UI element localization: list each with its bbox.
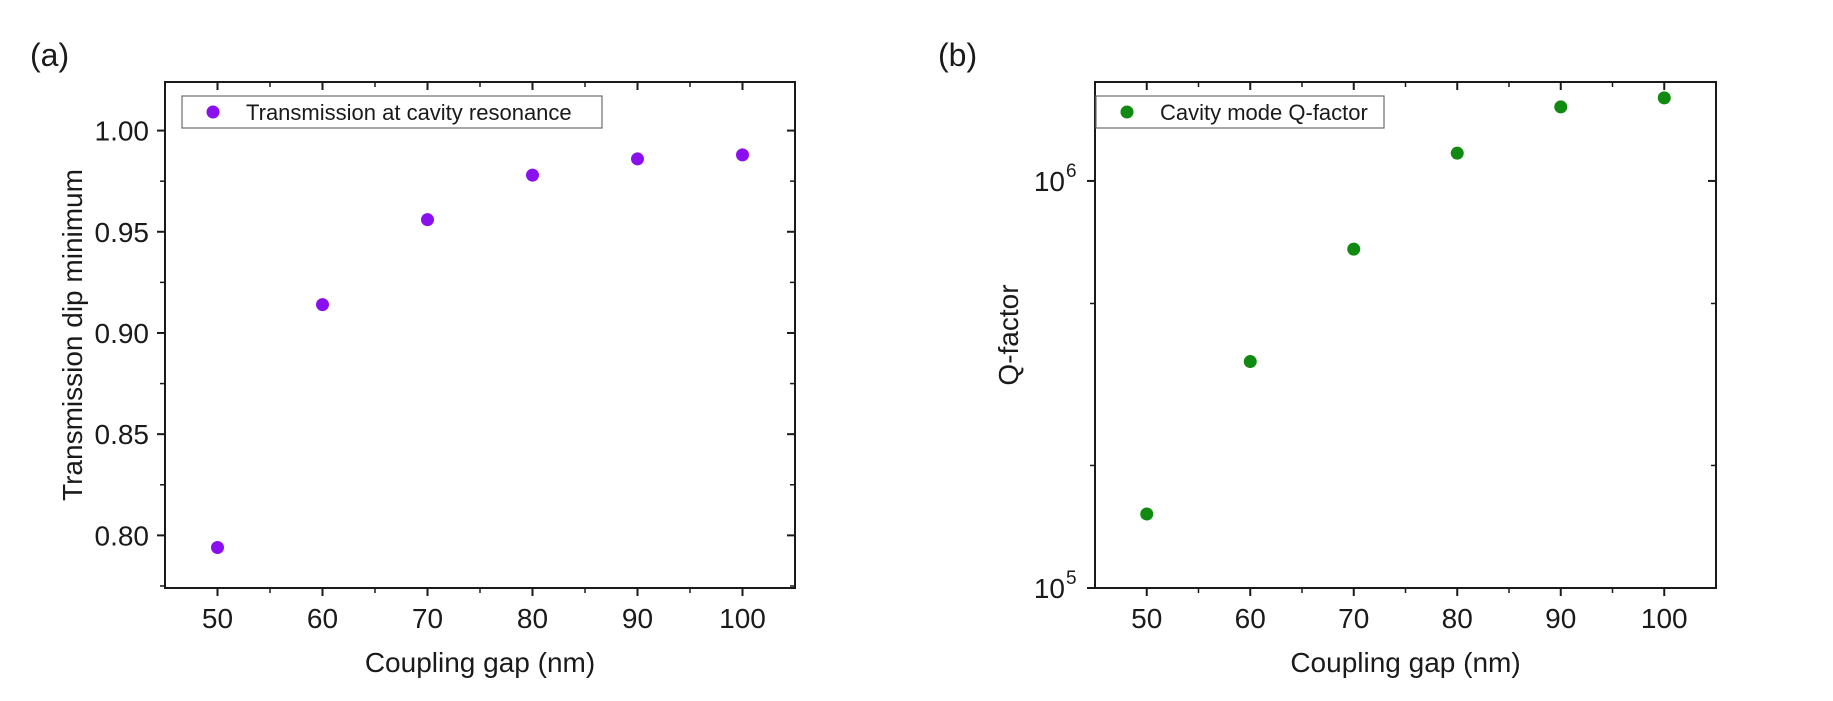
x-tick-label: 90 [622, 603, 653, 634]
x-tick-label: 70 [1338, 603, 1369, 634]
data-point [1450, 146, 1464, 160]
panel-label: (a) [30, 37, 69, 73]
y-tick-label: 0.90 [95, 318, 150, 349]
data-point [421, 213, 434, 227]
x-axis-title: Coupling gap (nm) [1290, 647, 1520, 678]
y-tick-label: 1.00 [95, 116, 150, 147]
data-point [211, 541, 224, 555]
y-tick-label: 0.80 [95, 520, 150, 551]
panel-a: (a) 50 60 70 80 90 100 0.80 0.85 0.90 0.95 1.00 Coup… [30, 37, 796, 678]
data-point [316, 298, 329, 312]
y-tick-label: 0.85 [95, 419, 150, 450]
x-tick-label: 100 [1641, 603, 1688, 634]
x-tick-label: 90 [1545, 603, 1576, 634]
legend-box [181, 95, 603, 129]
data-point [1243, 355, 1257, 369]
x-tick-label: 80 [517, 603, 548, 634]
data-point [1657, 91, 1671, 105]
data-point [631, 152, 644, 166]
panel-label: (b) [938, 37, 977, 73]
y-tick-label-exponent: 6 [1066, 161, 1077, 182]
y-tick-label: 0.95 [95, 217, 150, 248]
x-tick-label: 70 [412, 603, 443, 634]
legend-label: Transmission at cavity resonance [246, 100, 572, 125]
legend-label: Cavity mode Q-factor [1160, 100, 1368, 125]
x-tick-label: 60 [1235, 603, 1266, 634]
data-point [736, 148, 749, 162]
x-tick-label: 60 [307, 603, 338, 634]
data-point [1554, 100, 1568, 114]
y-tick-label: 10 [1034, 166, 1065, 197]
data-point [1347, 242, 1361, 256]
x-tick-label: 80 [1442, 603, 1473, 634]
legend-marker [206, 105, 220, 119]
x-tick-label: 50 [1131, 603, 1162, 634]
y-tick-label-exponent: 5 [1066, 568, 1077, 589]
y-tick-label: 10 [1034, 573, 1065, 604]
legend-marker [1120, 105, 1134, 119]
x-tick-label: 50 [202, 603, 233, 634]
y-axis-title: Transmission dip minimum [57, 169, 88, 501]
data-point [526, 168, 539, 182]
data-point [1140, 507, 1154, 521]
x-tick-label: 100 [719, 603, 766, 634]
y-axis-title: Q-factor [993, 284, 1024, 385]
legend-box [1095, 95, 1385, 129]
x-axis-title: Coupling gap (nm) [365, 647, 595, 678]
